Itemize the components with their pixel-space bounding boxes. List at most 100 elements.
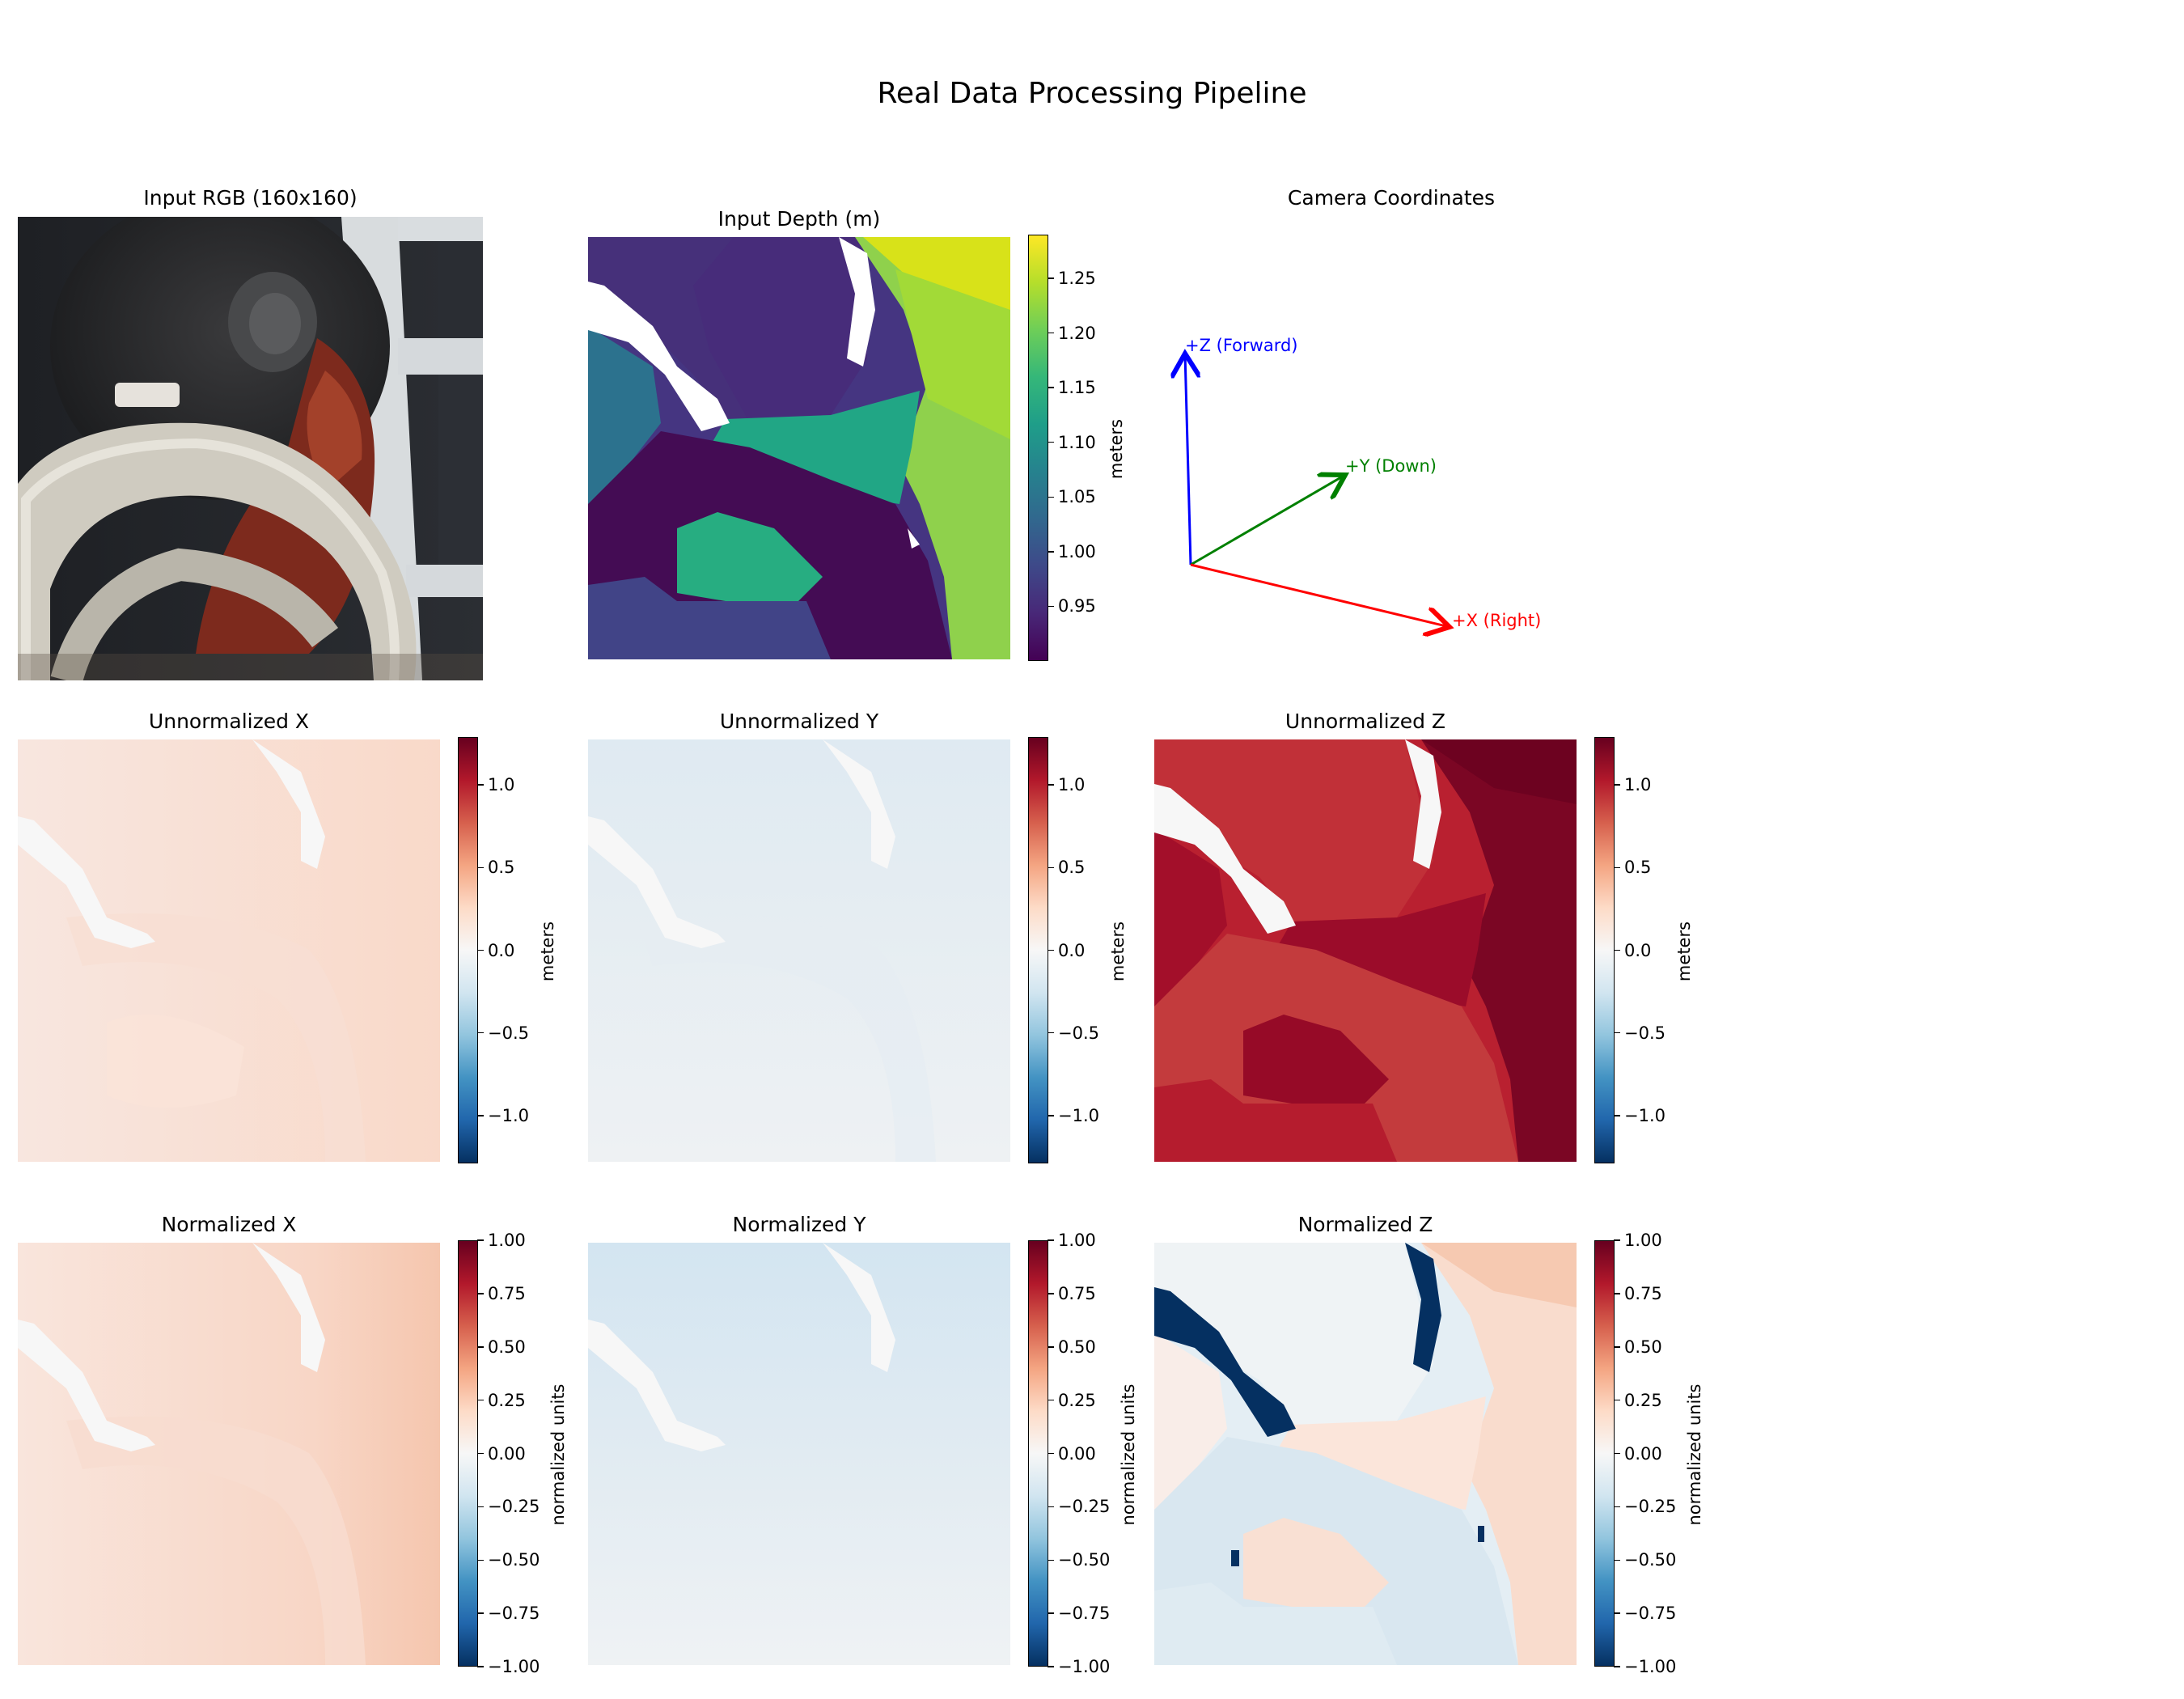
colorbar-tick-label: 0.00 bbox=[1058, 1443, 1096, 1464]
colorbar-tick-label: −0.5 bbox=[1058, 1023, 1099, 1043]
colorbar-tick bbox=[477, 1506, 484, 1508]
colorbar-tick bbox=[477, 1239, 484, 1241]
norm-x-colorbar-label: normalized units bbox=[548, 1383, 568, 1526]
colorbar-tick-label: 0.5 bbox=[1058, 858, 1086, 878]
colorbar-tick bbox=[1048, 1612, 1054, 1614]
panel-title-norm-y: Normalized Y bbox=[732, 1213, 866, 1236]
colorbar-tick bbox=[477, 784, 484, 786]
colorbar-tick-label: −1.00 bbox=[1058, 1657, 1111, 1676]
colorbar-tick bbox=[1048, 1239, 1054, 1241]
colorbar-tick-label: −0.5 bbox=[1624, 1023, 1666, 1043]
y-axis-arrow bbox=[1190, 475, 1345, 566]
colorbar-tick-label: 1.0 bbox=[1058, 775, 1086, 795]
colorbar-tick bbox=[477, 1452, 484, 1455]
colorbar-tick-label: 0.5 bbox=[488, 858, 515, 878]
norm-z-colorbar bbox=[1594, 1240, 1615, 1667]
colorbar-tick bbox=[1614, 1293, 1620, 1294]
z-axis-label: +Z (Forward) bbox=[1185, 336, 1298, 355]
x-axis-arrow bbox=[1190, 563, 1450, 627]
colorbar-tick bbox=[1614, 1239, 1620, 1241]
colorbar-tick bbox=[477, 1666, 484, 1667]
colorbar-tick-label: 0.50 bbox=[488, 1337, 526, 1357]
colorbar-tick-label: −0.75 bbox=[1624, 1604, 1677, 1624]
norm-z-heatmap bbox=[1154, 1243, 1577, 1665]
colorbar-tick bbox=[1048, 278, 1054, 279]
colorbar-tick bbox=[1048, 1032, 1054, 1034]
colorbar-tick-label: 1.15 bbox=[1058, 378, 1096, 398]
colorbar-tick bbox=[1614, 1612, 1620, 1614]
depth-colorbar-label: meters bbox=[1107, 418, 1126, 480]
camera-axes-diagram: +Z (Forward) +Y (Down) +X (Right) bbox=[1149, 324, 1602, 647]
colorbar-tick bbox=[477, 1399, 484, 1401]
colorbar-tick-label: 0.25 bbox=[1624, 1390, 1662, 1410]
colorbar-tick bbox=[1048, 866, 1054, 869]
colorbar-tick bbox=[1048, 1399, 1054, 1401]
panel-title-unnorm-z: Unnormalized Z bbox=[1285, 710, 1446, 733]
colorbar-tick-label: 0.50 bbox=[1058, 1337, 1096, 1357]
colorbar-tick bbox=[1614, 784, 1620, 786]
colorbar-tick bbox=[1048, 496, 1054, 498]
norm-x-heatmap bbox=[18, 1243, 440, 1665]
colorbar-tick bbox=[477, 1115, 484, 1116]
colorbar-tick bbox=[1048, 1293, 1054, 1294]
unnorm-z-colorbar-label: meters bbox=[1674, 921, 1694, 982]
colorbar-tick bbox=[1614, 1346, 1620, 1348]
norm-z-colorbar-label: normalized units bbox=[1685, 1383, 1704, 1526]
unnorm-y-colorbar-label: meters bbox=[1108, 921, 1128, 982]
colorbar-tick-label: 0.95 bbox=[1058, 596, 1096, 616]
colorbar-tick-label: −0.25 bbox=[1058, 1497, 1111, 1517]
panel-title-unnorm-x: Unnormalized X bbox=[148, 710, 310, 733]
colorbar-tick bbox=[1048, 605, 1054, 608]
colorbar-tick bbox=[477, 1559, 484, 1561]
colorbar-tick bbox=[1614, 1506, 1620, 1508]
colorbar-tick bbox=[477, 1346, 484, 1348]
colorbar-tick-label: −0.25 bbox=[1624, 1497, 1677, 1517]
colorbar-tick-label: 0.75 bbox=[1058, 1283, 1096, 1303]
colorbar-tick bbox=[1614, 1452, 1620, 1455]
y-axis-label: +Y (Down) bbox=[1345, 456, 1437, 476]
colorbar-tick-label: −1.0 bbox=[1058, 1105, 1099, 1125]
colorbar-tick bbox=[1048, 1666, 1054, 1667]
rgb-image bbox=[18, 217, 483, 680]
colorbar-tick-label: −0.5 bbox=[488, 1023, 529, 1043]
colorbar-tick-label: 0.25 bbox=[488, 1390, 526, 1410]
colorbar-tick-label: 0.75 bbox=[1624, 1283, 1662, 1303]
panel-title-rgb: Input RGB (160x160) bbox=[143, 186, 358, 210]
unnorm-y-colorbar bbox=[1028, 737, 1048, 1163]
colorbar-tick bbox=[1048, 1506, 1054, 1508]
colorbar-tick bbox=[1048, 441, 1054, 443]
colorbar-tick-label: 1.0 bbox=[1624, 775, 1652, 795]
colorbar-tick bbox=[477, 1032, 484, 1034]
colorbar-tick-label: 0.50 bbox=[1624, 1337, 1662, 1357]
colorbar-tick bbox=[1614, 1115, 1620, 1116]
colorbar-tick-label: 0.0 bbox=[488, 940, 515, 960]
colorbar-tick-label: 1.00 bbox=[1058, 1231, 1096, 1250]
colorbar-tick-label: 0.75 bbox=[488, 1283, 526, 1303]
colorbar-tick bbox=[1614, 1559, 1620, 1561]
colorbar-tick-label: −1.0 bbox=[488, 1105, 529, 1125]
panel-title-depth: Input Depth (m) bbox=[717, 207, 881, 231]
panel-title-camera: Camera Coordinates bbox=[1287, 186, 1496, 210]
colorbar-tick-label: −1.0 bbox=[1624, 1105, 1666, 1125]
depth-colorbar bbox=[1028, 235, 1048, 661]
colorbar-tick-label: 1.20 bbox=[1058, 323, 1096, 343]
colorbar-tick-label: −0.50 bbox=[1624, 1550, 1677, 1570]
depth-heatmap bbox=[588, 237, 1010, 659]
colorbar-tick bbox=[1048, 1115, 1054, 1116]
colorbar-tick bbox=[1614, 866, 1620, 869]
colorbar-tick bbox=[1048, 1559, 1054, 1561]
colorbar-tick-label: 0.00 bbox=[1624, 1443, 1662, 1464]
colorbar-tick bbox=[477, 949, 484, 951]
colorbar-tick bbox=[1048, 332, 1054, 334]
norm-y-colorbar-label: normalized units bbox=[1119, 1383, 1138, 1526]
colorbar-tick bbox=[1048, 1346, 1054, 1348]
colorbar-tick-label: 0.0 bbox=[1058, 940, 1086, 960]
panel-title-unnorm-y: Unnormalized Y bbox=[719, 710, 879, 733]
z-axis-arrow bbox=[1185, 354, 1191, 566]
colorbar-tick-label: −0.50 bbox=[1058, 1550, 1111, 1570]
unnorm-x-heatmap bbox=[18, 739, 440, 1162]
colorbar-tick-label: 1.05 bbox=[1058, 487, 1096, 507]
colorbar-tick bbox=[1048, 784, 1054, 786]
figure-title: Real Data Processing Pipeline bbox=[877, 77, 1307, 110]
colorbar-tick bbox=[1048, 949, 1054, 951]
